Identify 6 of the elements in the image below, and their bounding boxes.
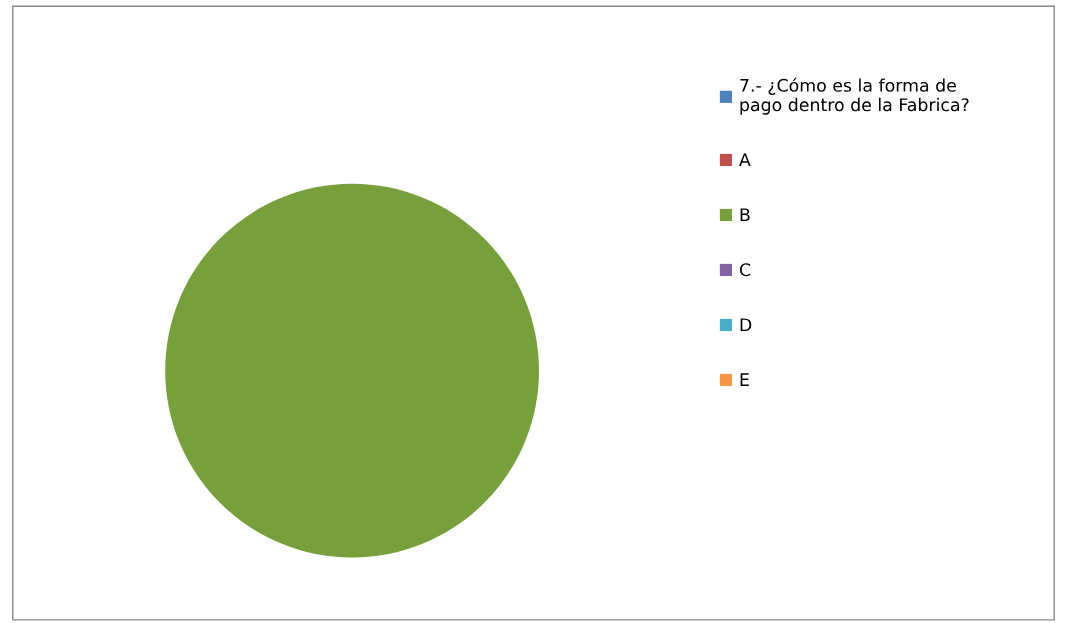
legend-label: D [740,318,752,332]
legend-label: A [739,153,751,167]
legend-label: E [740,373,749,387]
legend-label: B [740,208,750,222]
legend-label: 7.- ¿Cómo es la forma de pago dentro de la Fabrica? [740,77,969,115]
legend-label: C [739,263,751,277]
